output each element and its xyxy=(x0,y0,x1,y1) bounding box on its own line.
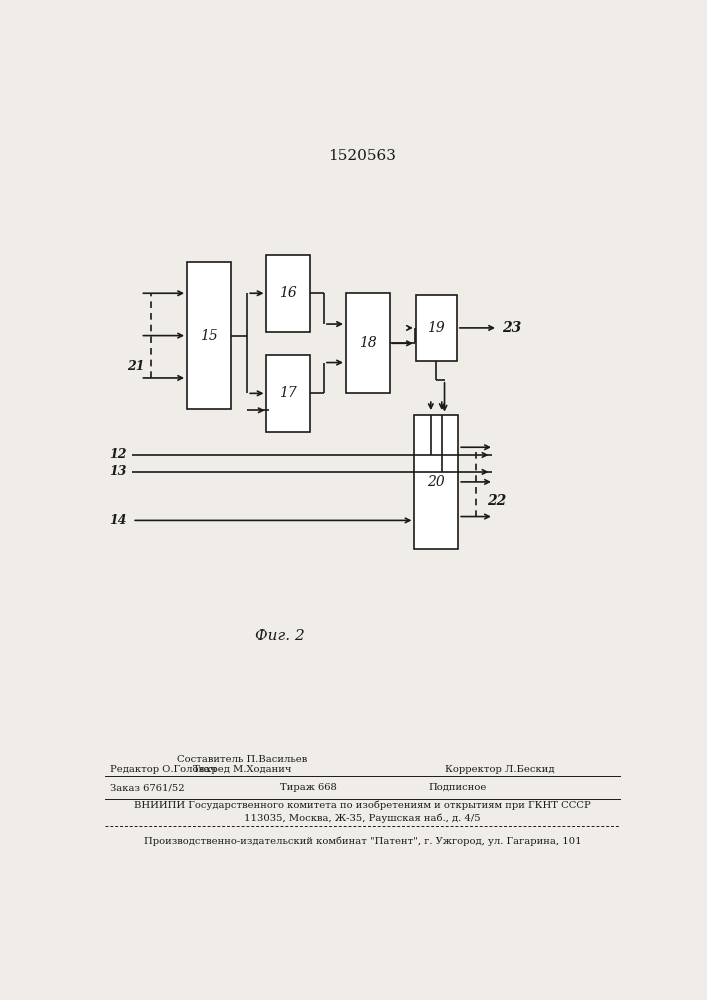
Text: Редактор О.Головач: Редактор О.Головач xyxy=(110,765,217,774)
Text: 21: 21 xyxy=(127,360,145,373)
Bar xyxy=(416,295,457,361)
Text: 19: 19 xyxy=(428,321,445,335)
Text: 20: 20 xyxy=(428,475,445,489)
Bar xyxy=(187,262,231,409)
Text: Фиг. 2: Фиг. 2 xyxy=(255,629,305,643)
Text: 18: 18 xyxy=(359,336,377,350)
Text: 12: 12 xyxy=(109,448,127,461)
Text: 22: 22 xyxy=(487,494,506,508)
Text: 13: 13 xyxy=(109,465,127,478)
Text: 14: 14 xyxy=(109,514,127,527)
Bar xyxy=(414,415,458,549)
Text: 23: 23 xyxy=(502,321,521,335)
Text: Подписное: Подписное xyxy=(428,783,486,792)
Text: Техред М.Ходанич: Техред М.Ходанич xyxy=(192,765,291,774)
Text: Заказ 6761/52: Заказ 6761/52 xyxy=(110,783,185,792)
Bar xyxy=(267,355,310,432)
Text: Производственно-издательский комбинат "Патент", г. Ужгород, ул. Гагарина, 101: Производственно-издательский комбинат "П… xyxy=(144,837,581,846)
Text: Составитель П.Васильев: Составитель П.Васильев xyxy=(177,755,307,764)
Text: ВНИИПИ Государственного комитета по изобретениям и открытиям при ГКНТ СССР: ВНИИПИ Государственного комитета по изоб… xyxy=(134,800,591,810)
Text: 1520563: 1520563 xyxy=(328,149,397,163)
Text: 113035, Москва, Ж-35, Раушская наб., д. 4/5: 113035, Москва, Ж-35, Раушская наб., д. … xyxy=(244,813,481,823)
Text: 16: 16 xyxy=(279,286,297,300)
Bar xyxy=(267,255,310,332)
Text: Корректор Л.Бескид: Корректор Л.Бескид xyxy=(445,765,554,774)
Bar xyxy=(346,293,390,393)
Text: 17: 17 xyxy=(279,386,297,400)
Text: Тираж 668: Тираж 668 xyxy=(280,783,337,792)
Text: 15: 15 xyxy=(200,329,218,343)
